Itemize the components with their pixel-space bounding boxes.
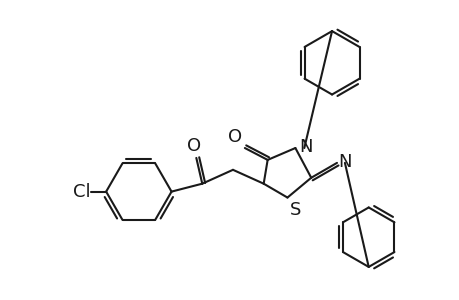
Text: O: O [227, 128, 241, 146]
Text: Cl: Cl [73, 183, 90, 201]
Text: S: S [289, 200, 300, 218]
Text: N: N [337, 153, 351, 171]
Text: O: O [187, 137, 201, 155]
Text: N: N [299, 138, 312, 156]
